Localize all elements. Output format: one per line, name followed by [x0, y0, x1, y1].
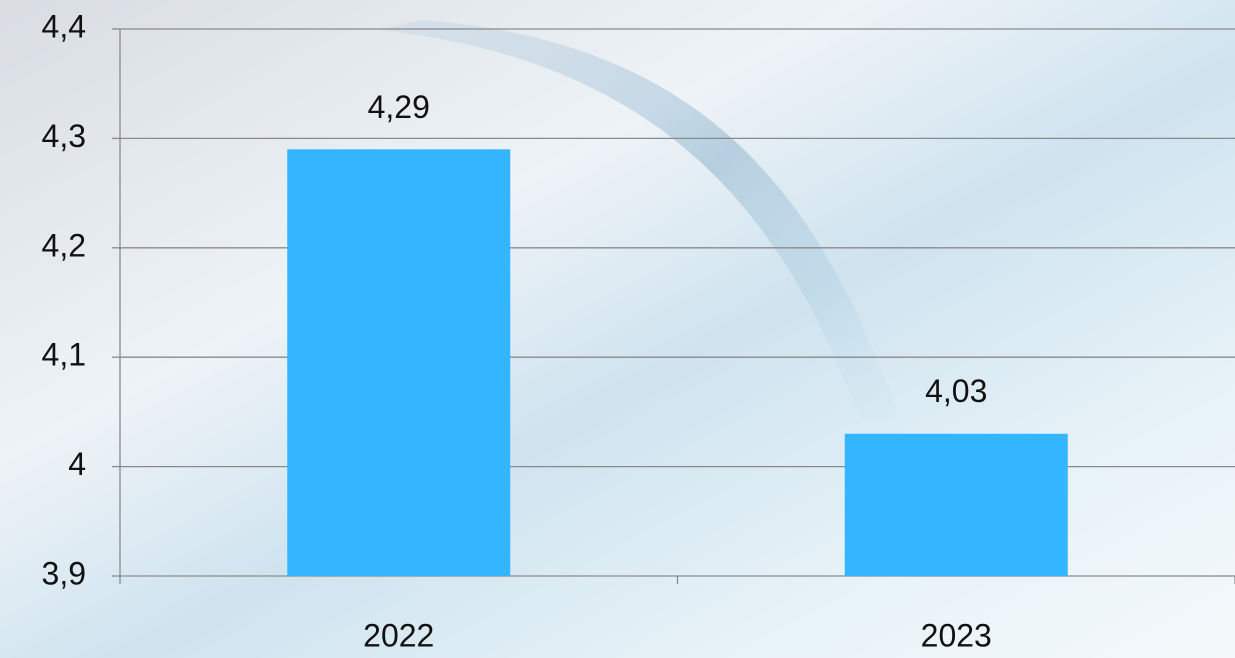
bar	[844, 433, 1068, 576]
data-label: 4,03	[925, 373, 987, 409]
y-tick-label: 3,9	[42, 555, 86, 591]
y-tick-label: 4,4	[42, 8, 86, 44]
x-tick-label: 2022	[363, 617, 434, 653]
y-tick-label: 4,3	[42, 118, 86, 154]
y-tick-label: 4	[68, 446, 86, 482]
background-swoosh	[380, 20, 900, 420]
x-tick-label: 2023	[921, 617, 992, 653]
data-label: 4,29	[368, 89, 430, 125]
bar	[287, 149, 511, 576]
y-tick-label: 4,1	[42, 337, 86, 373]
y-tick-label: 4,2	[42, 227, 86, 263]
